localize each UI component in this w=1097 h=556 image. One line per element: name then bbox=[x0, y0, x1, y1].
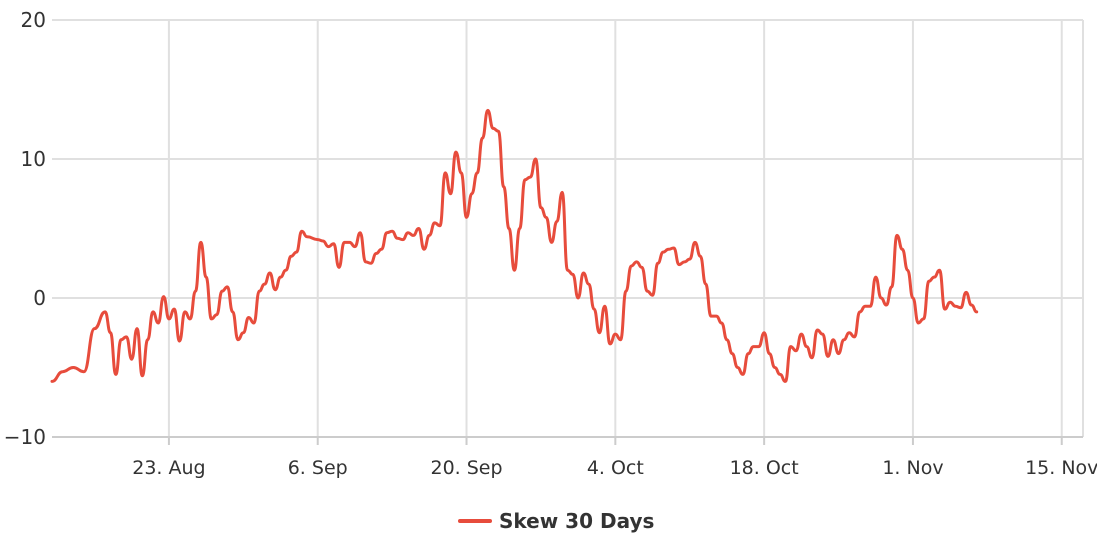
legend[interactable]: Skew 30 Days bbox=[458, 509, 654, 533]
x-tick-label: 23. Aug bbox=[132, 457, 205, 479]
y-gridlines bbox=[52, 19, 1083, 438]
x-tick-label: 15. Nov bbox=[1025, 457, 1097, 479]
x-gridlines bbox=[167, 20, 1084, 437]
y-tick-label: 0 bbox=[33, 286, 46, 310]
y-tick-label: −10 bbox=[4, 425, 46, 449]
x-tick-label: 6. Sep bbox=[288, 457, 348, 479]
legend-label-skew-30-days[interactable]: Skew 30 Days bbox=[499, 509, 654, 533]
y-tick-label: 10 bbox=[21, 147, 46, 171]
series-group[interactable] bbox=[50, 108, 979, 383]
x-axis-ticks bbox=[167, 437, 1063, 445]
x-tick-label: 4. Oct bbox=[587, 457, 644, 479]
x-axis-labels: 23. Aug 6. Sep 20. Sep 4. Oct 18. Oct 1. Nov 1… bbox=[132, 457, 1097, 479]
x-tick-label: 20. Sep bbox=[430, 457, 502, 479]
y-tick-label: 20 bbox=[21, 8, 46, 32]
x-tick-label: 1. Nov bbox=[882, 457, 943, 479]
x-tick-label: 18. Oct bbox=[730, 457, 799, 479]
series-line-skew-30-days[interactable] bbox=[50, 108, 979, 383]
y-axis-labels: −10 0 10 20 bbox=[4, 8, 46, 449]
